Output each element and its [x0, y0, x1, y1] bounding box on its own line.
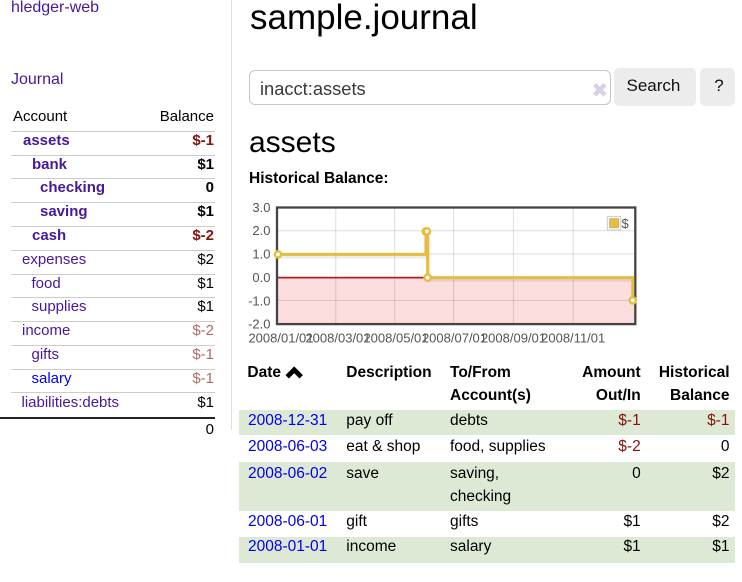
svg-text:-2.0: -2.0 [248, 317, 270, 332]
svg-text:-1.0: -1.0 [248, 293, 270, 308]
svg-text:2008/01/01: 2008/01/01 [248, 331, 313, 346]
svg-text:2008/05/01: 2008/05/01 [363, 331, 428, 346]
svg-text:1.0: 1.0 [252, 247, 270, 262]
svg-text:$: $ [622, 216, 630, 231]
svg-text:2.0: 2.0 [252, 223, 270, 238]
svg-text:2008/11/01: 2008/11/01 [541, 331, 605, 346]
svg-text:3.0: 3.0 [252, 200, 270, 215]
svg-text:0.0: 0.0 [252, 270, 270, 285]
svg-text:2008/03/01: 2008/03/01 [305, 331, 370, 346]
svg-text:2008/09/01: 2008/09/01 [481, 331, 546, 346]
svg-text:2008/07/01: 2008/07/01 [422, 331, 487, 346]
